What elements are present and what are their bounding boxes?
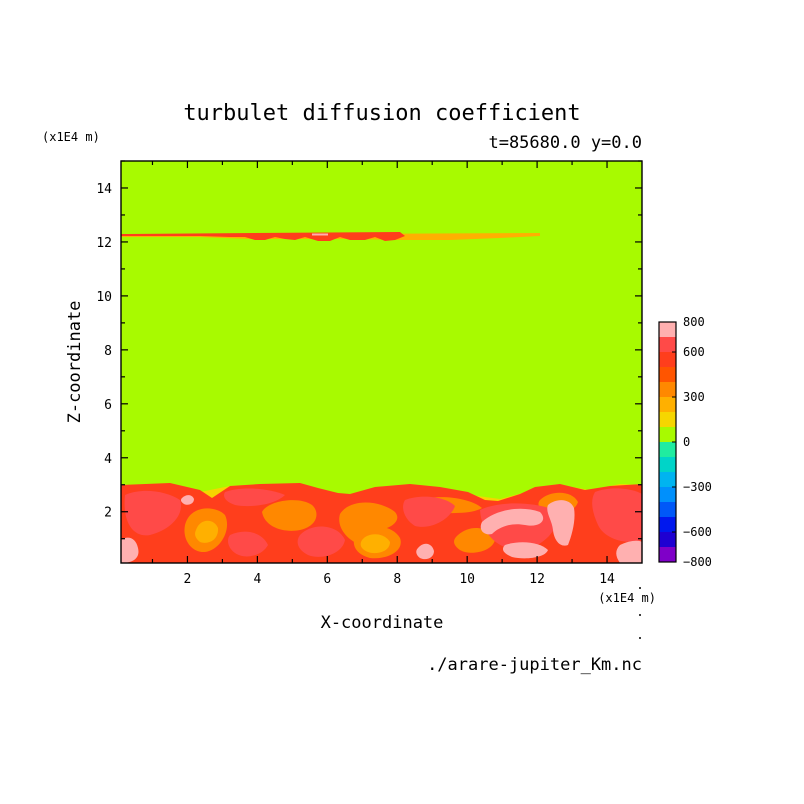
x-tick-label: 6 (323, 572, 331, 587)
y-tick-label: 4 (104, 452, 112, 467)
pink-zone-3 (547, 500, 575, 546)
colorbar-swatch (659, 397, 676, 412)
y-tick-label: 12 (96, 236, 112, 251)
colorbar-swatch (659, 457, 676, 472)
orange-zone-2 (262, 500, 317, 531)
pink-zone-1 (121, 537, 139, 563)
y-tick-label: 10 (96, 290, 112, 305)
marker-dot (639, 637, 641, 639)
colorbar-swatch (659, 442, 676, 457)
colorbar-swatch (659, 547, 676, 562)
colorbar-label: 300 (683, 390, 705, 404)
x-tick-label: 10 (459, 572, 475, 587)
x-tick-label: 2 (184, 572, 192, 587)
x-axis: 2 4 6 8 10 12 14 (151, 161, 615, 587)
light-red-zone-3 (297, 526, 345, 557)
colorbar-swatch (659, 352, 676, 367)
colorbar-swatch (659, 532, 676, 547)
colorbar-label: −300 (683, 480, 712, 494)
y-tick-label: 2 (104, 506, 112, 521)
light-red-zone-5 (227, 531, 268, 557)
yellow-zone-1 (195, 520, 219, 543)
chart-title: turbulet diffusion coefficient (183, 101, 580, 126)
light-red-zone-6 (592, 488, 642, 542)
light-red-zone-1 (124, 490, 181, 536)
y-tick-label: 14 (96, 182, 112, 197)
y-tick-label: 8 (104, 344, 112, 359)
x-tick-label: 14 (599, 572, 615, 587)
light-red-zone-4 (403, 496, 455, 527)
orange-zone-6 (454, 527, 495, 553)
x-axis-title: X-coordinate (321, 613, 444, 633)
colorbar-label: −600 (683, 525, 712, 539)
light-red-zone-2 (224, 488, 285, 507)
colorbar-label: −800 (683, 555, 712, 569)
pink-zone-7 (180, 495, 194, 505)
pink-zone-5 (416, 543, 434, 560)
orange-zone-3 (339, 502, 398, 545)
colorbar-swatch (659, 517, 676, 532)
colorbar-swatch (659, 427, 676, 442)
y-tick-label: 6 (104, 398, 112, 413)
colorbar-swatch (659, 322, 676, 337)
marker-dot (639, 614, 641, 616)
colorbar-label: 0 (683, 435, 690, 449)
marker-dot (639, 587, 641, 589)
colorbar-label: 800 (683, 315, 705, 329)
colorbar-swatch (659, 502, 676, 517)
y-axis-title: Z-coordinate (65, 301, 85, 424)
chart-subtitle: t=85680.0 y=0.0 (488, 133, 642, 153)
y-axis: 2 4 6 8 10 12 14 (96, 160, 642, 540)
colorbar-swatch (659, 367, 676, 382)
upper-band-red (121, 232, 405, 241)
x-unit-label: (x1E4 m) (598, 591, 656, 605)
pink-zone-2 (480, 508, 544, 535)
plot-frame (120, 160, 643, 564)
colorbar-swatch (659, 412, 676, 427)
colorbar-swatch (659, 472, 676, 487)
colorbar-label: 600 (683, 345, 705, 359)
upper-band-pink (312, 233, 328, 236)
source-file-label: ./arare-jupiter_Km.nc (427, 655, 642, 675)
pink-zone-4 (502, 542, 548, 559)
colorbar-swatch (659, 337, 676, 352)
x-tick-label: 4 (253, 572, 261, 587)
x-tick-label: 12 (529, 572, 545, 587)
colorbar-swatch (659, 382, 676, 397)
x-tick-label: 8 (393, 572, 401, 587)
colorbar-swatch (659, 487, 676, 502)
colorbar: 800 600 300 0 −300 −600 −800 (658, 315, 712, 569)
yellow-zone-2 (360, 534, 390, 554)
contour-fills (121, 232, 642, 563)
y-unit-label: (x1E4 m) (42, 130, 100, 144)
pink-zone-6 (616, 540, 642, 563)
